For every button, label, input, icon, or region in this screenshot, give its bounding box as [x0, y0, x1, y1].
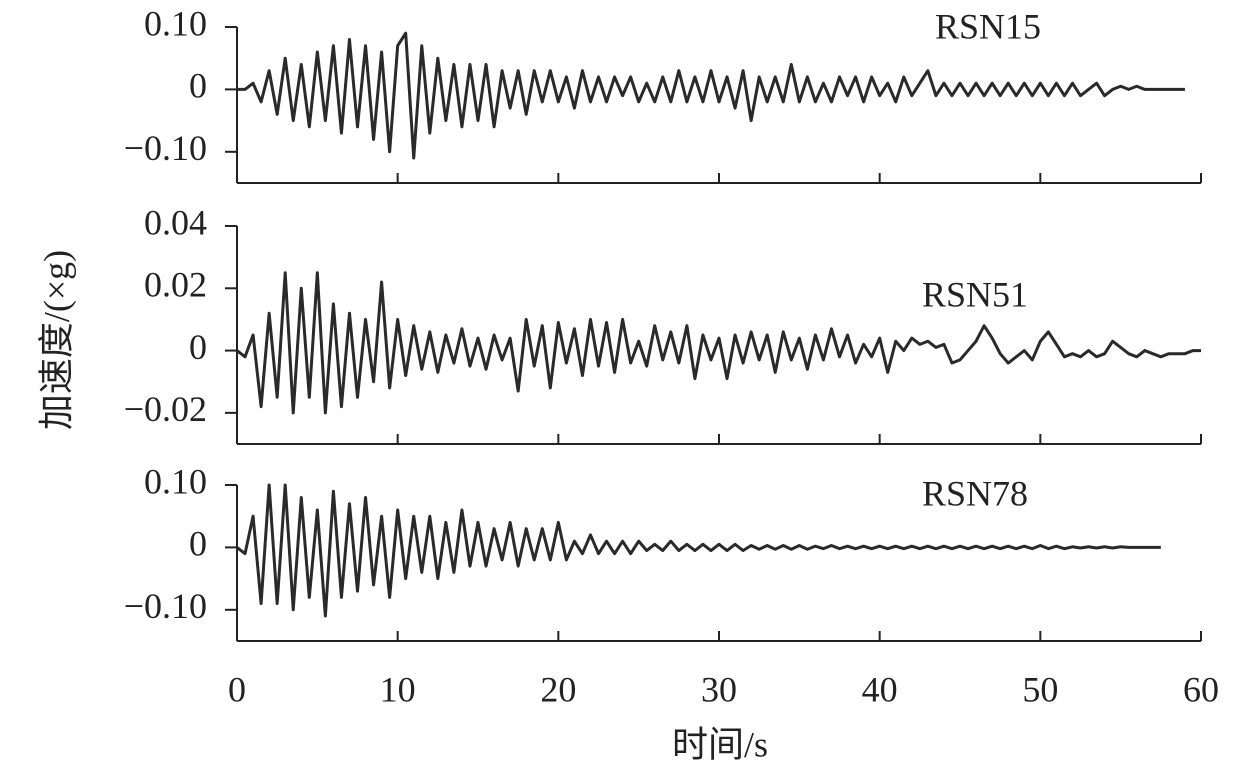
x-tick-label: 10 — [380, 669, 416, 709]
series-line — [236, 483, 1161, 618]
series-line — [236, 271, 1201, 415]
y-tick-label: −0.02 — [124, 389, 207, 429]
y-tick-label: −0.10 — [124, 586, 207, 626]
series-name: RSN15 — [935, 6, 1041, 46]
y-axis-label: 加速度/(×g) — [36, 250, 76, 430]
x-tick-label: 0 — [228, 669, 246, 709]
x-tick-label: 40 — [862, 669, 898, 709]
series-name: RSN78 — [922, 473, 1028, 513]
x-tick-label: 30 — [701, 669, 737, 709]
y-tick-label: 0 — [189, 66, 207, 106]
y-tick-label: 0.04 — [144, 202, 207, 242]
y-tick-label: 0.10 — [144, 461, 207, 501]
x-tick-label: 20 — [540, 669, 576, 709]
x-tick-label: 50 — [1022, 669, 1058, 709]
y-tick-label: 0 — [189, 524, 207, 564]
y-tick-label: 0 — [189, 327, 207, 367]
y-tick-label: 0.10 — [144, 3, 207, 43]
series-name: RSN51 — [922, 274, 1028, 314]
x-axis-label: 时间/s — [672, 724, 768, 764]
y-tick-label: −0.10 — [124, 128, 207, 168]
y-tick-label: 0.02 — [144, 265, 207, 305]
x-tick-label: 60 — [1183, 669, 1219, 709]
series-line — [237, 31, 1185, 160]
